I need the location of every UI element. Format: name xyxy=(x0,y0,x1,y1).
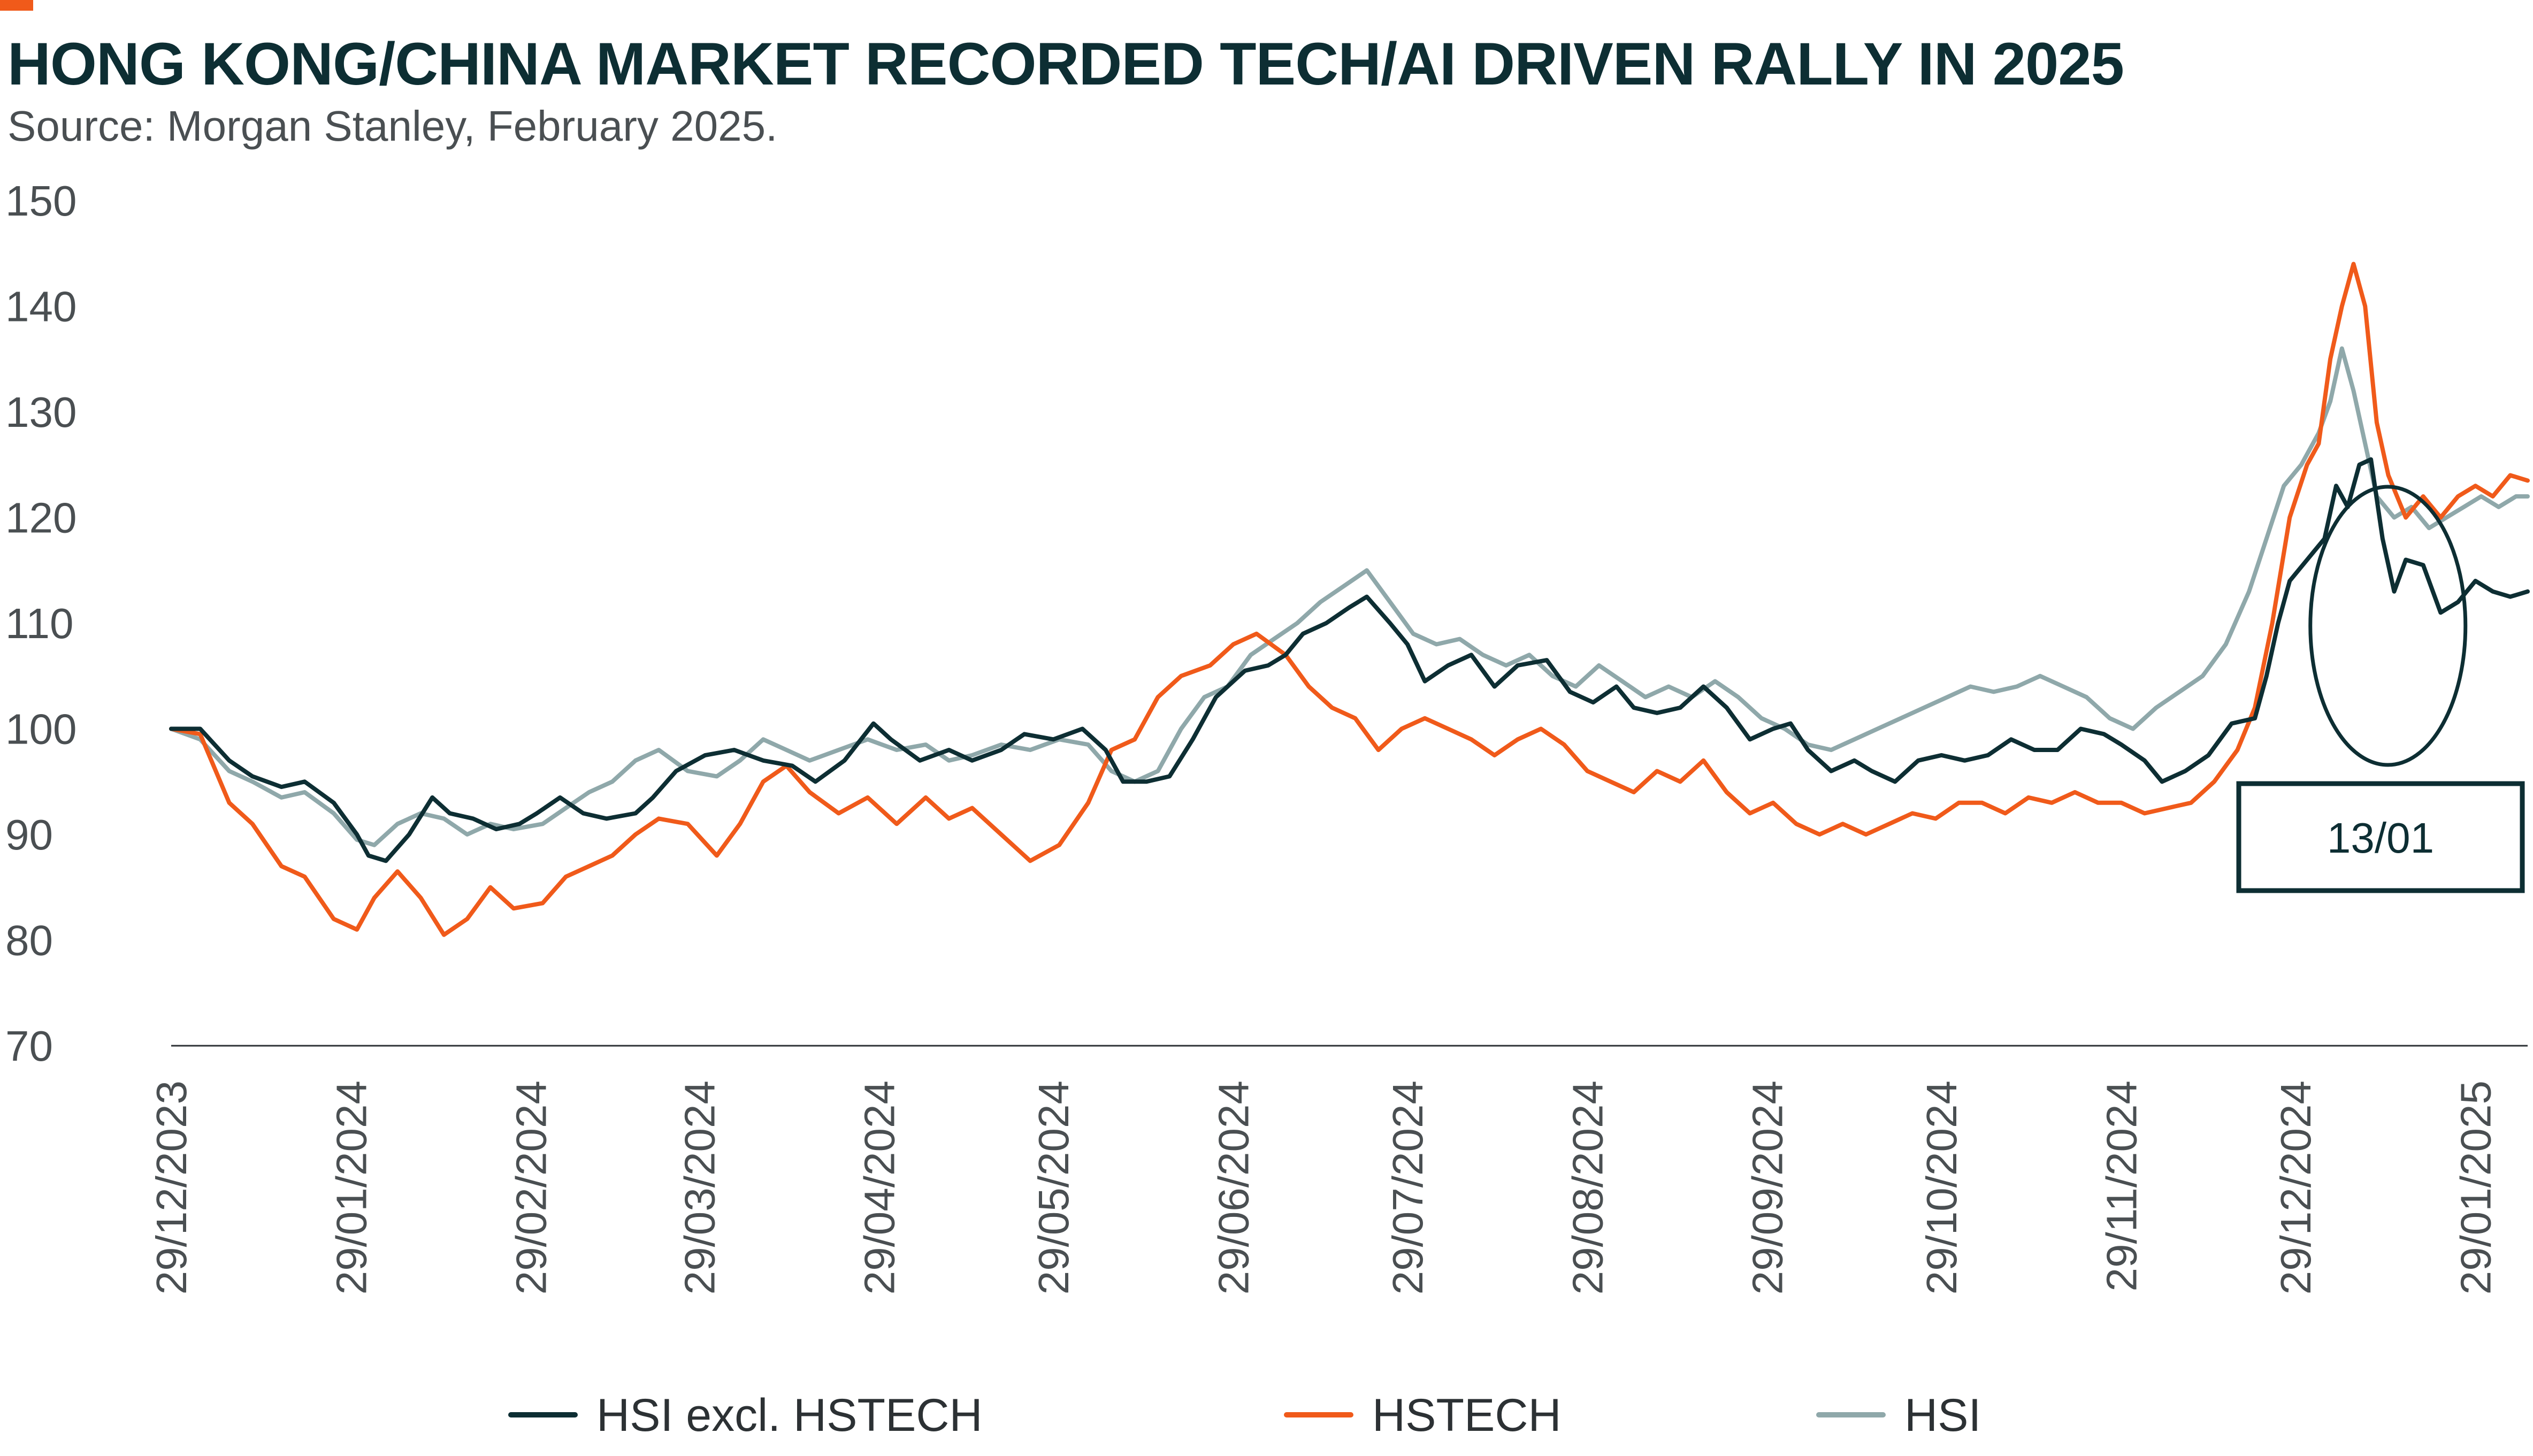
series-line-hstech xyxy=(169,262,2530,937)
x-tick-label: 29/06/2024 xyxy=(1210,1080,1258,1294)
annotation-box xyxy=(2236,781,2525,893)
y-tick-label: 120 xyxy=(5,494,76,542)
annotation-label: 13/01 xyxy=(2327,814,2434,862)
series-line-hsi xyxy=(169,346,2530,847)
x-tick-label: 29/02/2024 xyxy=(508,1080,555,1294)
x-axis-ticks: 29/12/2023 29/01/2024 29/02/2024 29/03/2024… xyxy=(148,1080,2499,1294)
x-tick-label: 29/01/2024 xyxy=(327,1080,375,1294)
legend: HSI excl. HSTECH HSTECH HSI xyxy=(508,1390,1981,1441)
accent-bar xyxy=(0,0,33,11)
y-tick-label: 110 xyxy=(5,600,74,647)
x-tick-label: 29/04/2024 xyxy=(856,1080,904,1294)
x-tick-label: 29/09/2024 xyxy=(1744,1080,1792,1294)
x-tick-label: 29/03/2024 xyxy=(676,1080,723,1294)
annotation-ellipse xyxy=(2308,485,2468,767)
x-tick-label: 29/08/2024 xyxy=(1564,1080,1611,1294)
chart-subtitle: Source: Morgan Stanley, February 2025. xyxy=(7,102,778,150)
x-tick-label: 29/07/2024 xyxy=(1384,1080,1432,1294)
annotation-group: 13/01 xyxy=(2236,485,2525,893)
x-tick-label: 29/11/2024 xyxy=(2098,1080,2146,1291)
y-tick-label: 140 xyxy=(5,283,76,331)
series-line-hsi-excl-hstech xyxy=(169,457,2530,863)
legend-label: HSI xyxy=(1904,1390,1981,1441)
legend-label: HSTECH xyxy=(1372,1390,1562,1441)
x-tick-label: 29/10/2024 xyxy=(1918,1080,1965,1294)
y-axis-ticks: 150 140 130 120 110 100 90 80 70 xyxy=(5,177,76,1070)
y-tick-label: 150 xyxy=(5,177,76,225)
series-layer xyxy=(169,262,2530,937)
legend-label: HSI excl. HSTECH xyxy=(596,1390,983,1441)
y-tick-label: 100 xyxy=(5,706,76,753)
x-tick-label: 29/05/2024 xyxy=(1030,1080,1077,1294)
chart-title: HONG KONG/CHINA MARKET RECORDED TECH/AI … xyxy=(7,30,2124,97)
x-tick-label: 29/12/2024 xyxy=(2272,1080,2320,1294)
y-tick-label: 90 xyxy=(5,811,53,859)
y-tick-label: 70 xyxy=(5,1022,53,1070)
x-tick-label: 29/12/2023 xyxy=(148,1080,195,1294)
y-tick-label: 80 xyxy=(5,917,53,964)
x-tick-label: 29/01/2025 xyxy=(2452,1080,2499,1294)
y-tick-label: 130 xyxy=(5,388,76,436)
